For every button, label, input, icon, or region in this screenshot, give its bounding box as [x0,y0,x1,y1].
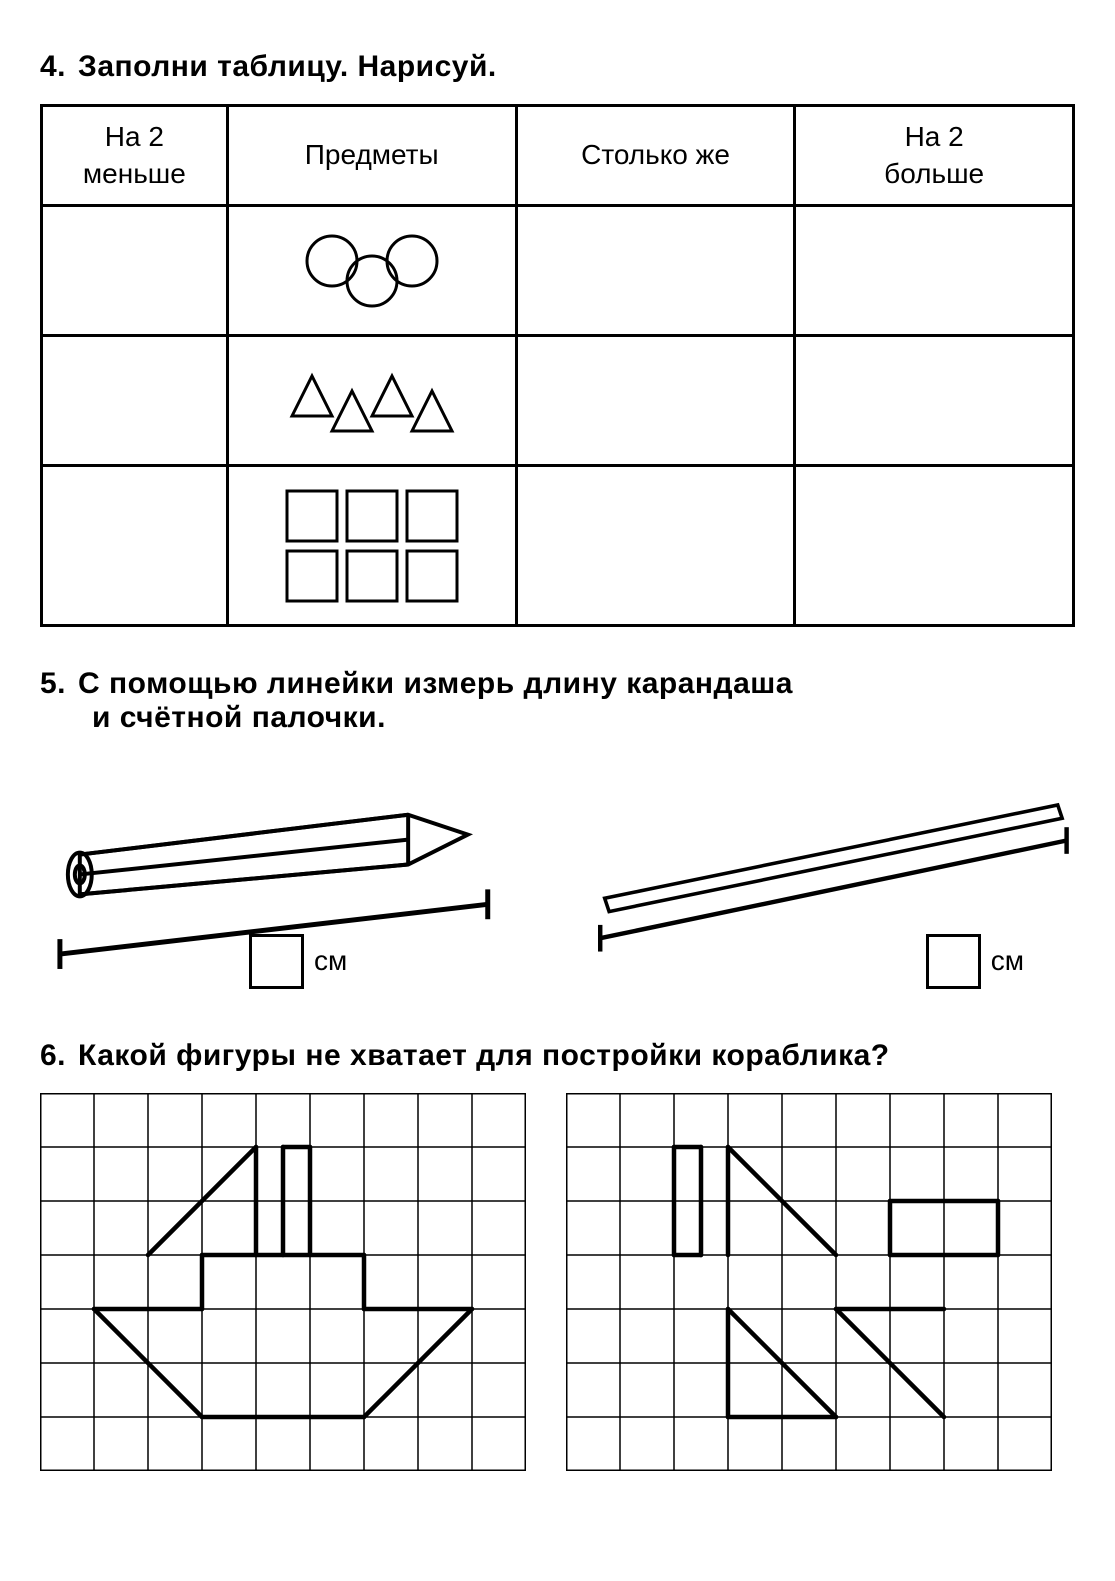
cell-empty[interactable] [42,466,228,626]
cell-empty[interactable] [795,206,1074,336]
task5-text-line2: и счётной палочки. [92,701,1075,735]
boat-grid-icon [40,1093,526,1471]
triangles-icon [257,361,487,441]
stick-icon [578,765,1076,960]
table-row [42,206,1074,336]
pencil-answer: см [249,934,347,989]
cell-empty[interactable] [795,336,1074,466]
task4-number: 4. [40,50,66,83]
pencil-answer-box[interactable] [249,934,304,989]
task4-text: Заполни таблицу. Нарисуй. [78,50,497,83]
cell-empty[interactable] [516,466,795,626]
unit-label: см [991,945,1024,977]
task6-number: 6. [40,1039,66,1072]
stick-block: см [578,765,1076,989]
table-row [42,336,1074,466]
task4-table: На 2меньше Предметы Столько же На 2больш… [40,104,1075,627]
cell-empty[interactable] [42,206,228,336]
pencil-block: см [40,765,538,989]
task5-number: 5. [40,667,66,700]
task5-title: 5. С помощью линейки измерь длину каранда… [40,667,1075,735]
grid-right [566,1093,1052,1471]
table-row [42,466,1074,626]
header-items: Предметы [227,106,516,206]
table-header-row: На 2меньше Предметы Столько же На 2больш… [42,106,1074,206]
task6-text: Какой фигуры не хватает для постройки ко… [78,1039,890,1072]
cell-empty[interactable] [516,336,795,466]
circles-icon [282,226,462,316]
cell-empty[interactable] [42,336,228,466]
stick-answer-box[interactable] [926,934,981,989]
cell-empty[interactable] [516,206,795,336]
cell-empty[interactable] [795,466,1074,626]
task5-row: см см [40,765,1075,989]
header-same: Столько же [516,106,795,206]
cell-circles [227,206,516,336]
unit-label: см [314,945,347,977]
stick-answer: см [926,934,1024,989]
grid-left [40,1093,526,1471]
header-less: На 2меньше [42,106,228,206]
task6-title: 6. Какой фигуры не хватает для постройки … [40,1039,1075,1073]
task4-title: 4. Заполни таблицу. Нарисуй. [40,50,1075,84]
task6-row [40,1093,1075,1471]
pieces-grid-icon [566,1093,1052,1471]
task5-text-line1: С помощью линейки измерь длину карандаша [78,667,793,700]
squares-icon [262,481,482,611]
header-more: На 2больше [795,106,1074,206]
cell-squares [227,466,516,626]
cell-triangles [227,336,516,466]
